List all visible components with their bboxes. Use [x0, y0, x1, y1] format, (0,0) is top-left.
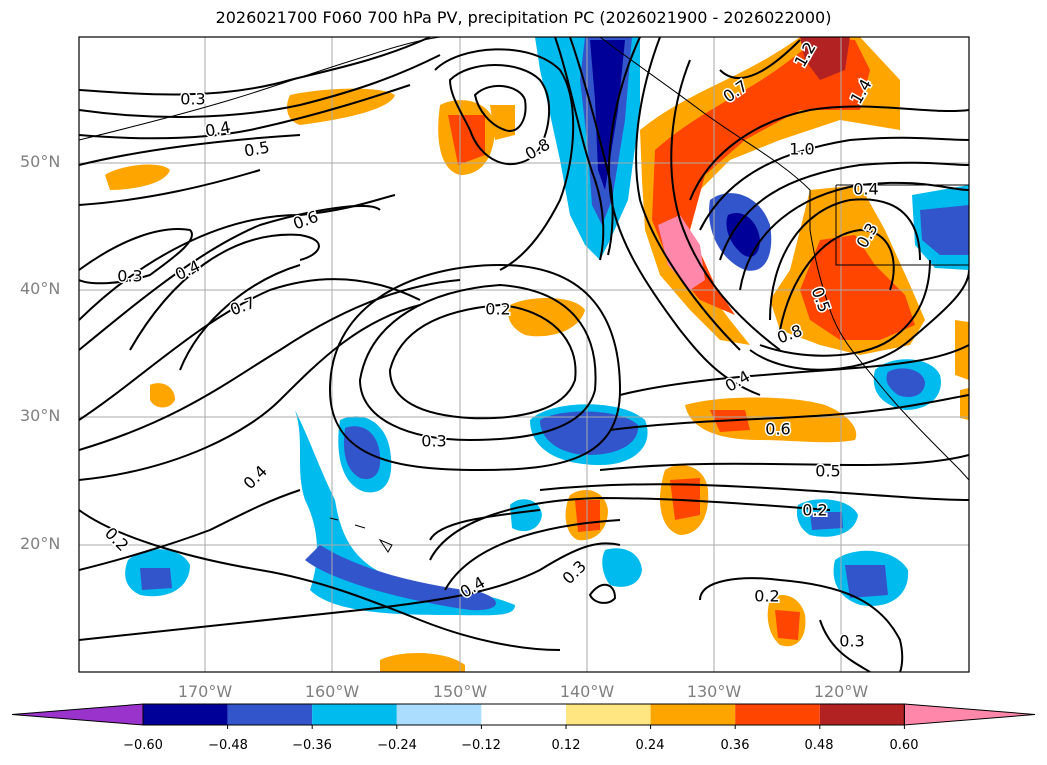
coastline: [835, 184, 969, 266]
precip-positive-region: [800, 235, 915, 340]
precip-positive-region: [448, 115, 485, 165]
precip-negative-region: [845, 565, 888, 598]
precip-negative-region: [886, 368, 925, 398]
colorbar-segment: [143, 704, 228, 725]
colorbar-tick: −0.24: [377, 738, 417, 753]
precip-positive-region: [800, 37, 850, 80]
precip-negative-region: [590, 40, 625, 190]
gridlines: [79, 37, 969, 672]
lon-label-140w: 140°W: [559, 682, 615, 701]
coastlines: [79, 37, 969, 553]
colorbar-extend-max: [903, 703, 1036, 726]
contour-label: 0.2: [485, 300, 510, 319]
precip-positive-region: [658, 215, 705, 290]
pv-contours: [79, 37, 969, 672]
lon-label-170w: 170°W: [177, 682, 233, 701]
contour-label: 0.3: [117, 267, 142, 286]
colorbar-tick: 0.48: [804, 738, 834, 753]
colorbar-segment: [396, 704, 482, 725]
colorbar-segment: [735, 704, 820, 725]
contour-label: 0.2: [754, 587, 779, 606]
colorbar-tick: −0.12: [461, 738, 501, 753]
plot-frame: [78, 36, 970, 673]
precip-negative-region: [140, 568, 172, 590]
contour-label: 0.3: [180, 90, 205, 109]
precip-positive-region: [652, 37, 870, 315]
contour-label: 1.0: [789, 140, 814, 159]
precip-positive-region: [380, 653, 465, 672]
coastline: [79, 37, 441, 141]
contour-label: 0.4: [204, 117, 232, 140]
colorbar-tick: −0.48: [208, 738, 248, 753]
colorbar-tick: 0.60: [889, 738, 919, 753]
precip-negative-region: [810, 512, 843, 530]
contour-label: 0.4: [853, 180, 878, 199]
precip-positive-region: [960, 388, 969, 420]
precip-positive-region: [670, 478, 700, 520]
colorbar-tick: −0.36: [292, 738, 332, 753]
lat-label-50n: 50°N: [20, 152, 61, 171]
colorbar-segment: [566, 704, 651, 725]
contour-label: 0.6: [765, 420, 790, 439]
colorbar-tick: 0.12: [551, 738, 581, 753]
precip-negative-region: [602, 548, 642, 587]
colorbar-extend-min: [11, 703, 144, 726]
lat-label-30n: 30°N: [20, 406, 61, 425]
contour-label: 0.5: [815, 462, 840, 481]
plot-area: [79, 37, 969, 672]
lon-label-120w: 120°W: [813, 682, 869, 701]
colorbar-segment: [481, 704, 566, 725]
map-title: 2026021700 F060 700 hPa PV, precipitatio…: [215, 8, 832, 27]
colorbar-segment: [227, 704, 313, 725]
lat-label-20n: 20°N: [20, 534, 61, 553]
lat-label-40n: 40°N: [20, 279, 61, 298]
precip-negative-region: [920, 205, 969, 255]
contour-label: 0.3: [839, 632, 864, 651]
precip-negative-region: [343, 426, 381, 480]
precip-positive-region: [955, 320, 969, 380]
precip-positive-region: [775, 610, 800, 640]
coastline: [329, 517, 393, 553]
precip-positive-region: [105, 164, 170, 190]
colorbar-tick: 0.24: [635, 738, 665, 753]
precip-positive-region: [150, 383, 175, 408]
colorbar-frame: [142, 703, 905, 726]
colorbar-segment: [819, 704, 905, 725]
contour-label: 0.3: [421, 432, 446, 451]
lon-label-130w: 130°W: [686, 682, 742, 701]
precip-negative-region: [305, 545, 497, 611]
coastline: [599, 37, 969, 481]
colorbar-segment: [650, 704, 736, 725]
colorbar-segment: [312, 704, 397, 725]
colorbar-tick: −0.60: [123, 738, 163, 753]
lon-label-160w: 160°W: [304, 682, 360, 701]
lon-label-150w: 150°W: [432, 682, 488, 701]
precip-negative-region: [726, 212, 760, 257]
colorbar-tick: 0.36: [720, 738, 750, 753]
colorbar: [11, 703, 1036, 729]
contour-label: 0.2: [802, 501, 827, 520]
